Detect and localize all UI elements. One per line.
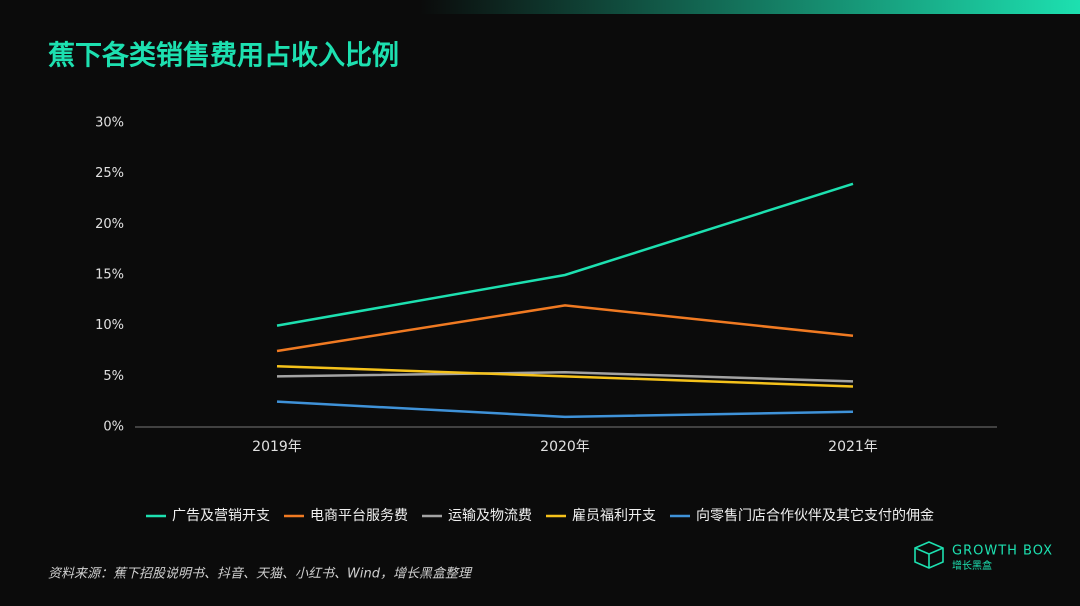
- x-tick-label: 2021年: [828, 439, 878, 455]
- y-tick-label: 30%: [95, 116, 124, 131]
- logo-subtext: 增长黑盒: [952, 559, 992, 572]
- x-tick-label: 2020年: [540, 439, 590, 455]
- y-tick-label: 20%: [95, 217, 124, 232]
- y-tick-label: 0%: [103, 420, 124, 435]
- series-line: [276, 400, 854, 419]
- series-line: [276, 182, 854, 327]
- y-tick-label: 25%: [95, 166, 124, 181]
- top-bar: [420, 0, 1080, 14]
- chart-title: 蕉下各类销售费用占收入比例: [48, 40, 399, 72]
- logo: GROWTH BOX 增长黑盒: [914, 541, 1053, 572]
- legend-label: 广告及营销开支: [172, 508, 270, 524]
- logo-icon: [914, 541, 944, 569]
- y-tick-label: 5%: [103, 369, 124, 384]
- legend: 广告及营销开支 电商平台服务费 运输及物流费 雇员福利开支 向零售门店合作伙伴及其它支付…: [146, 507, 934, 524]
- series-line: [276, 364, 854, 388]
- legend-label: 运输及物流费: [448, 508, 532, 524]
- legend-label: 电商平台服务费: [310, 508, 408, 524]
- x-tick-label: 2019年: [252, 439, 302, 455]
- y-tick-label: 15%: [95, 268, 124, 283]
- series-line: [276, 371, 854, 383]
- series-line: [276, 304, 854, 353]
- legend-label: 向零售门店合作伙伴及其它支付的佣金: [696, 507, 934, 524]
- source-note: 资料来源：蕉下招股说明书、抖音、天猫、小红书、Wind，增长黑盒整理: [48, 566, 473, 582]
- legend-label: 雇员福利开支: [572, 507, 656, 524]
- logo-text: GROWTH BOX: [952, 544, 1053, 559]
- y-tick-label: 10%: [95, 318, 124, 333]
